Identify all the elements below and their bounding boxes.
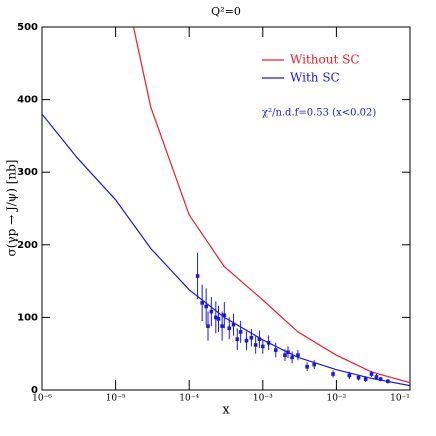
y-tick-label: 400	[17, 95, 38, 106]
data-point	[200, 301, 204, 305]
data-point	[283, 353, 287, 357]
x-tick-label: 10⁻²	[326, 394, 346, 404]
data-point	[305, 364, 309, 369]
data-point	[290, 355, 294, 360]
data-point	[220, 324, 224, 328]
data-point	[378, 377, 383, 381]
data-point	[216, 317, 221, 321]
data-point	[253, 343, 258, 347]
data-point	[296, 353, 300, 357]
data-point	[374, 375, 379, 379]
data-point	[235, 337, 240, 341]
x-axis-label: x	[222, 403, 230, 418]
plot-frame	[41, 26, 411, 391]
x-tick-label: 10⁻³	[253, 394, 273, 404]
y-tick-label: 100	[17, 312, 38, 323]
data-point	[386, 379, 390, 384]
y-tick-label: 500	[17, 22, 38, 33]
data-point	[227, 326, 232, 331]
y-tick-label: 300	[17, 167, 38, 178]
data-point	[331, 372, 335, 376]
x-tick-label: 10⁻⁴	[179, 394, 199, 404]
data-point	[214, 315, 218, 320]
curve	[132, 27, 410, 384]
y-axis-label: σ(γp → J/ψ) [nb]	[5, 160, 19, 257]
data-point	[257, 337, 262, 341]
data-point	[204, 304, 208, 309]
x-tick-label: 10⁻⁵	[106, 394, 126, 404]
data-point	[249, 335, 254, 340]
data-point	[222, 313, 227, 318]
data-point	[363, 377, 368, 381]
data-point	[244, 338, 249, 343]
data-point	[286, 350, 290, 355]
data-point	[369, 372, 374, 376]
x-tick-label: 10⁻¹	[390, 394, 410, 404]
data-point	[347, 373, 352, 378]
y-tick-label: 200	[17, 240, 38, 251]
data-point	[238, 330, 243, 334]
y-tick-label: 0	[31, 385, 38, 396]
data-point	[261, 344, 265, 349]
data-point	[266, 341, 271, 345]
legend-label: With SC	[290, 71, 340, 85]
data-point	[231, 322, 236, 327]
data-point	[206, 324, 210, 328]
legend-label: Without SC	[290, 53, 360, 67]
data-point	[273, 348, 278, 352]
data-point	[209, 309, 214, 314]
chart-title: Q²=0	[211, 5, 241, 18]
data-point	[312, 362, 317, 367]
curve	[42, 113, 410, 387]
annotation: χ²/n.d.f=0.53 (x<0.02)	[262, 108, 376, 119]
data-point	[195, 274, 200, 278]
data-point	[356, 375, 361, 380]
x-tick-label: 10⁻⁶	[32, 394, 52, 404]
